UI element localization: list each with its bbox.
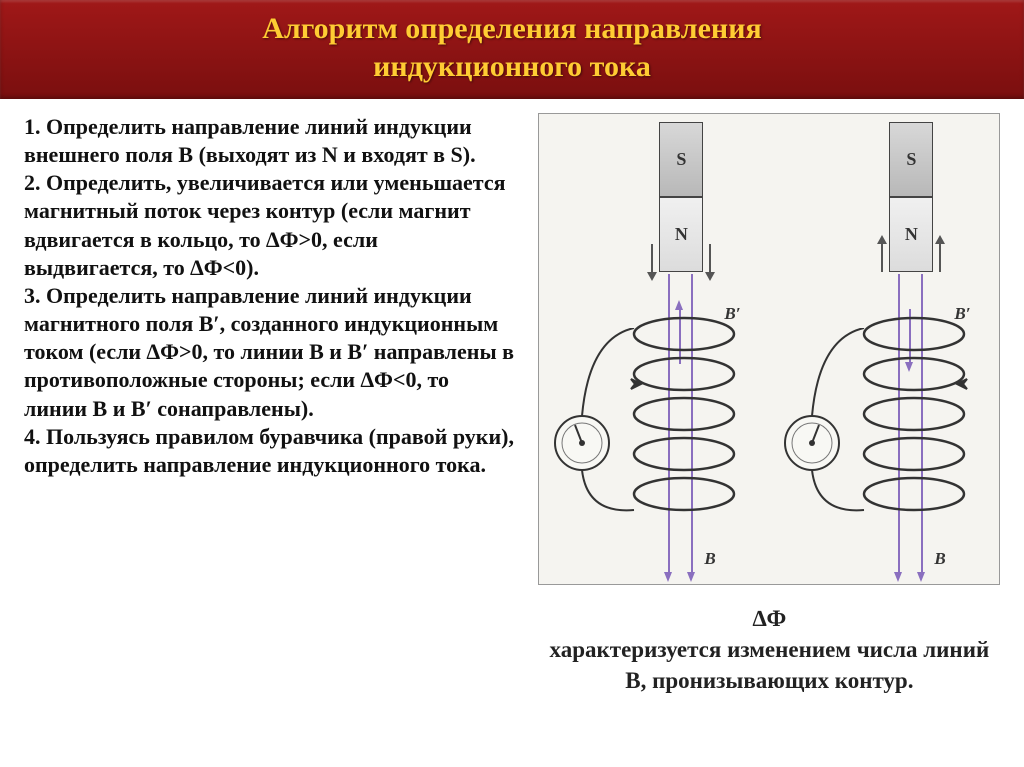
- label-b: B: [704, 549, 715, 569]
- motion-arrow-up-icon: [939, 244, 941, 272]
- magnet-right: S N: [889, 122, 933, 272]
- lead-bottom: [809, 470, 869, 520]
- caption-delta: ∆Ф: [545, 603, 994, 634]
- motion-arrow-down-icon: [651, 244, 653, 272]
- title-banner: Алгоритм определения направления индукци…: [0, 0, 1024, 99]
- step-2: 2. Определить, увеличивается или уменьша…: [24, 169, 517, 282]
- steps-text: 1. Определить направление линий индукции…: [24, 113, 517, 696]
- diagram-caption: ∆Ф характеризуется изменением числа лини…: [535, 603, 1004, 696]
- label-b: B: [934, 549, 945, 569]
- lead-bottom: [579, 470, 639, 520]
- motion-arrow-up-icon: [881, 244, 883, 272]
- right-column: S N B′ B: [535, 113, 1004, 696]
- galvanometer-icon: [783, 414, 841, 472]
- diagram-right: S N B′ B: [769, 114, 999, 584]
- galvanometer-icon: [553, 414, 611, 472]
- caption-text: характеризуется изменением числа линий В…: [545, 634, 994, 696]
- diagram-left: S N B′ B: [539, 114, 769, 584]
- step-4: 4. Пользуясь правилом буравчика (правой …: [24, 423, 517, 479]
- motion-arrow-down-icon: [709, 244, 711, 272]
- pole-n: N: [889, 197, 933, 272]
- title-line-2: индукционного тока: [20, 48, 1004, 86]
- title-line-1: Алгоритм определения направления: [20, 10, 1004, 48]
- arrow-down-icon: [917, 572, 925, 582]
- arrow-down-icon: [687, 572, 695, 582]
- pole-n: N: [659, 197, 703, 272]
- pole-s: S: [659, 122, 703, 197]
- coil-left: [629, 304, 739, 524]
- arrow-down-icon: [664, 572, 672, 582]
- physics-diagram: S N B′ B: [538, 113, 1000, 585]
- coil-right: [859, 304, 969, 524]
- arrow-down-icon: [894, 572, 902, 582]
- lead-top: [809, 328, 869, 418]
- step-1: 1. Определить направление линий индукции…: [24, 113, 517, 169]
- step-3: 3. Определить направление линий индукции…: [24, 282, 517, 423]
- content-area: 1. Определить направление линий индукции…: [0, 99, 1024, 706]
- current-arrow-icon: [629, 369, 739, 399]
- current-arrow-icon: [859, 369, 969, 399]
- lead-top: [579, 328, 639, 418]
- magnet-left: S N: [659, 122, 703, 272]
- pole-s: S: [889, 122, 933, 197]
